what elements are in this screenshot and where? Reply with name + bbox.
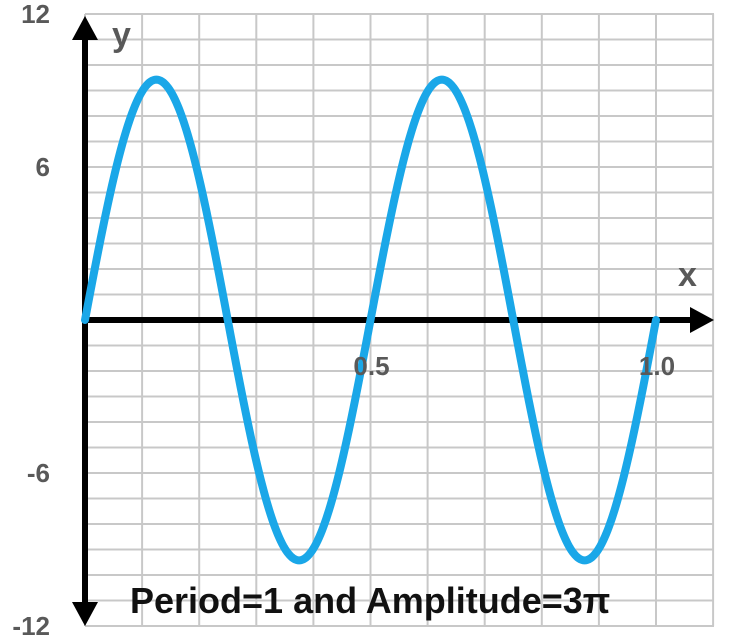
x-tick-label: 0.5 xyxy=(353,351,389,381)
y-tick-label: -6 xyxy=(27,458,50,488)
tick-labels: 12 6 -6 -12 0.5 1.0 xyxy=(12,0,675,640)
axes xyxy=(72,16,714,626)
y-tick-label: -12 xyxy=(12,611,50,640)
y-axis-arrowhead-bottom xyxy=(72,602,98,626)
y-axis-arrowhead-top xyxy=(72,16,98,40)
x-axis-arrowhead xyxy=(690,307,714,333)
y-tick-label: 12 xyxy=(21,0,50,29)
series-line-sine xyxy=(81,75,660,565)
y-axis-label: y xyxy=(112,16,131,54)
x-axis-label: x xyxy=(678,256,697,294)
chart-annotation: Period=1 and Amplitude=3π xyxy=(130,580,610,621)
y-tick-label: 6 xyxy=(36,152,50,182)
x-tick-label: 1.0 xyxy=(639,351,675,381)
